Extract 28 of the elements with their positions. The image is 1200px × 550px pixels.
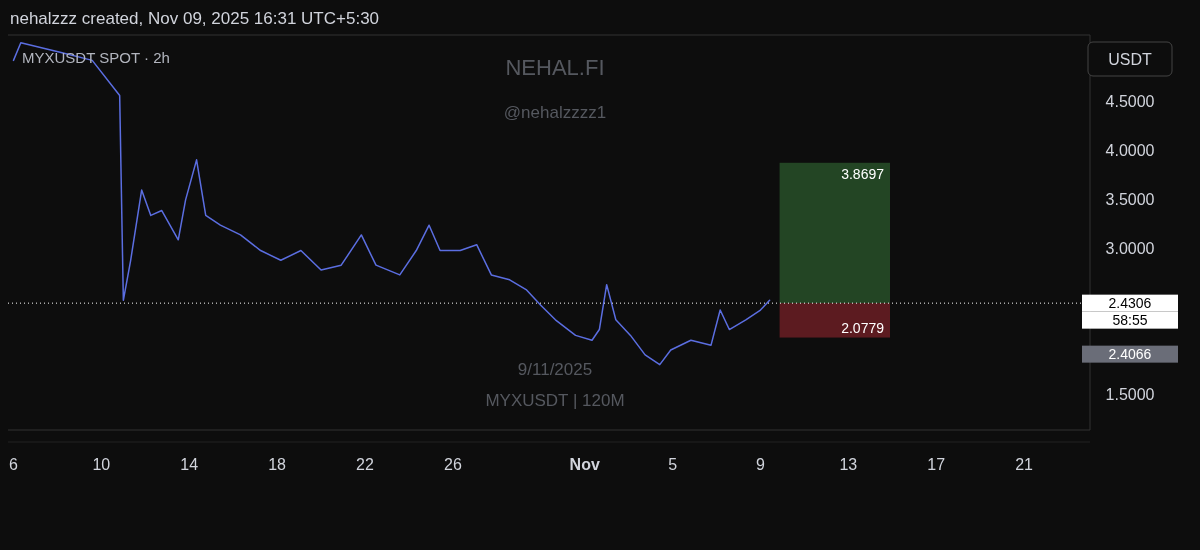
annotation: NEHAL.FI xyxy=(505,55,605,80)
x-tick-label: 14 xyxy=(180,456,199,473)
x-tick-label: 6 xyxy=(9,456,19,473)
y-tick-label: 3.0000 xyxy=(1105,239,1155,257)
x-tick-label: 5 xyxy=(668,456,678,473)
annotation: @nehalzzzz1 xyxy=(503,103,607,122)
annotation: MYXUSDT | 120M xyxy=(485,391,625,410)
x-tick-label: 13 xyxy=(839,456,858,473)
y-tick-label: 1.5000 xyxy=(1105,385,1155,403)
band-label: 2.0779 xyxy=(841,319,885,336)
chart-subtitle: nehalzzz created, Nov 09, 2025 16:31 UTC+5:30 xyxy=(10,9,380,28)
x-tick-label: 9 xyxy=(756,456,765,473)
y-axis-title: USDT xyxy=(1108,51,1152,68)
annotation: 9/11/2025 xyxy=(517,360,593,379)
x-tick-label: 26 xyxy=(443,456,462,473)
x-tick-label: 21 xyxy=(1015,456,1034,473)
y-tick-label: 4.0000 xyxy=(1105,142,1155,160)
y-tick-label: 4.5000 xyxy=(1105,93,1155,111)
band-label: 3.8697 xyxy=(841,165,885,182)
y-tick-label: 3.5000 xyxy=(1105,190,1155,208)
x-tick-label: 10 xyxy=(92,456,111,473)
x-tick-label: 22 xyxy=(356,456,375,473)
ref-line-label: 2.4306 xyxy=(1108,295,1152,312)
x-tick-label: 17 xyxy=(927,456,946,473)
text: 2.4066 xyxy=(1108,346,1152,363)
x-tick-label: Nov xyxy=(569,456,600,473)
x-tick-label: 18 xyxy=(268,456,287,473)
text: 58:55 xyxy=(1112,312,1148,329)
